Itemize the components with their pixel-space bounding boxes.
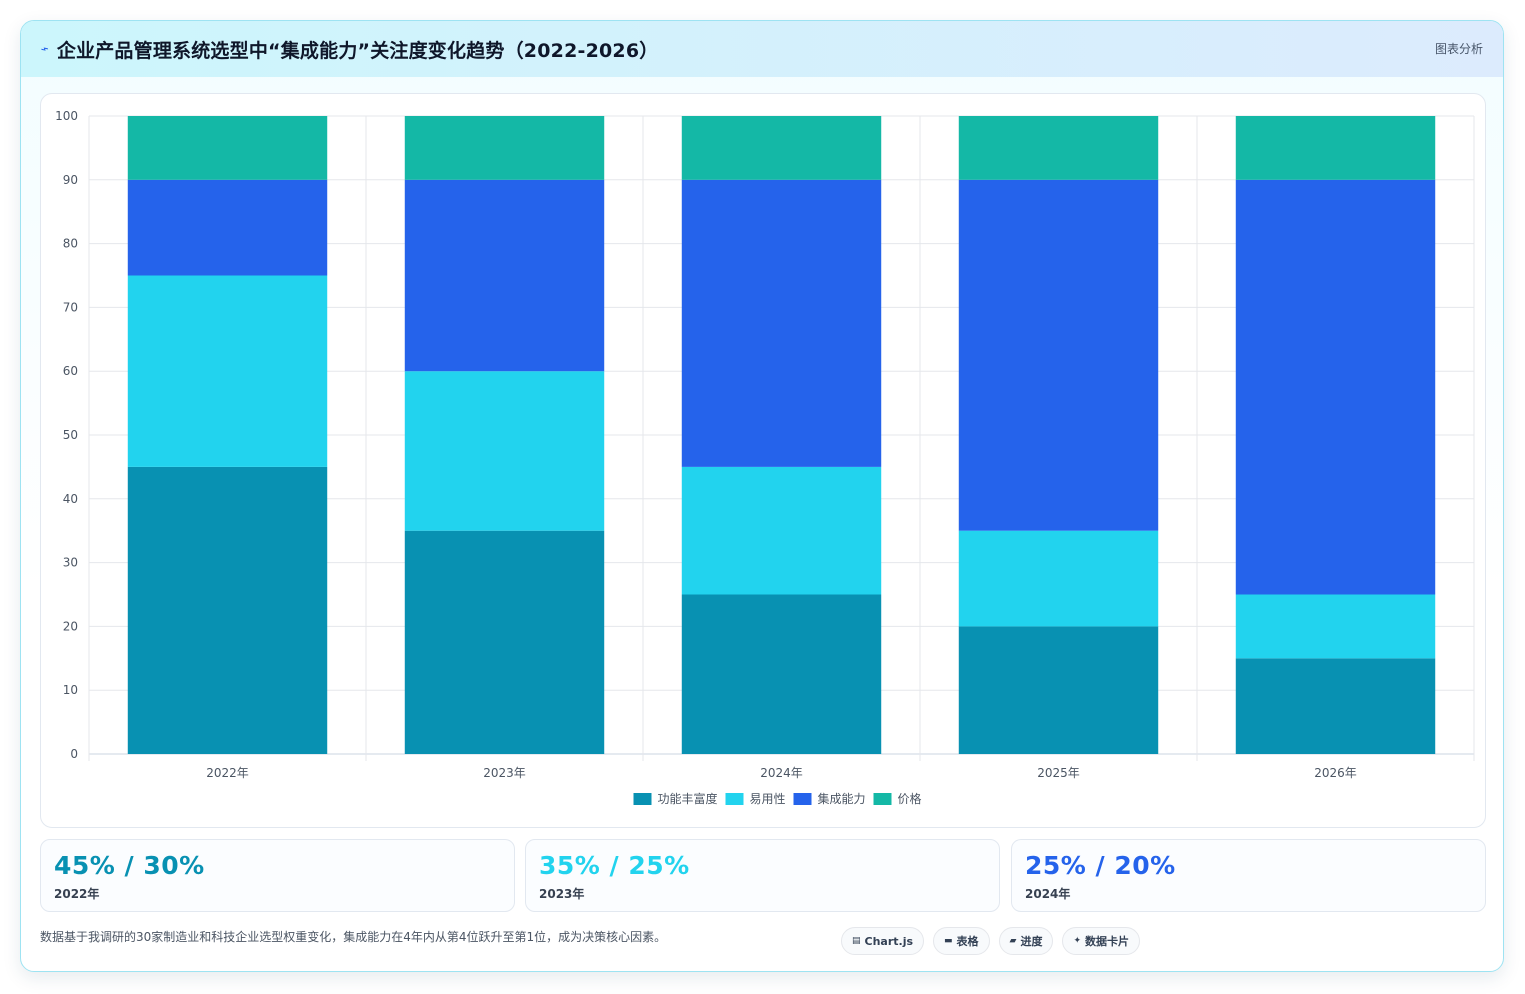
chart-card: ⌁ 企业产品管理系统选型中“集成能力”关注度变化趋势（2022-2026） 图表… — [20, 20, 1504, 972]
y-tick-label: 80 — [63, 237, 78, 251]
bar-segment — [958, 179, 1159, 531]
x-tick-label: 2022年 — [206, 766, 249, 780]
table-icon: ▬ — [944, 936, 953, 946]
bar-segment — [127, 275, 328, 467]
legend-label: 价格 — [898, 791, 922, 806]
stat-card: 25% / 20% 2024年 — [1011, 839, 1486, 912]
bar-segment — [1235, 594, 1436, 659]
bar-segment — [127, 179, 328, 276]
chip-chartjs[interactable]: ▤ Chart.js — [841, 927, 925, 955]
legend-label: 易用性 — [750, 792, 786, 806]
bar-segment — [681, 594, 882, 754]
stacked-bar-chart: 0 10 20 30 40 50 60 70 80 90 100 2022年 2023年 2024年 202… — [55, 109, 1475, 806]
y-tick-label: 10 — [63, 683, 78, 697]
y-tick-label: 60 — [63, 364, 78, 378]
chip-label: 表格 — [956, 935, 979, 948]
stat-value: 45% / 30% — [54, 851, 205, 880]
chart-icon: ▤ — [852, 936, 861, 946]
y-tick-label: 20 — [63, 619, 78, 633]
y-tick-label: 0 — [70, 747, 78, 761]
chip-table[interactable]: ▬ 表格 — [933, 927, 990, 955]
chip-label: Chart.js — [864, 934, 914, 948]
x-tick-label: 2025年 — [1037, 766, 1080, 780]
x-tick-label: 2026年 — [1314, 766, 1357, 780]
bar-segment — [127, 116, 328, 180]
bar-segment — [1235, 116, 1436, 180]
chip-label: 数据卡片 — [1085, 935, 1130, 948]
chip-progress[interactable]: ▰ 进度 — [998, 927, 1054, 955]
chart-panel: 0 10 20 30 40 50 60 70 80 90 100 2022年 2023年 2024年 202… — [40, 93, 1486, 828]
x-tick-label: 2024年 — [760, 766, 803, 780]
bar-segment — [958, 626, 1159, 754]
y-tick-label: 90 — [63, 173, 78, 187]
y-tick-label: 40 — [63, 492, 78, 506]
stat-label: 2022年 — [54, 887, 100, 901]
chart-trend-icon: ⌁ — [38, 40, 52, 58]
bar-segment — [404, 530, 605, 754]
legend-label: 集成能力 — [818, 791, 866, 806]
bar-segment — [681, 466, 882, 595]
bar-segment — [681, 116, 882, 180]
chart-title: 企业产品管理系统选型中“集成能力”关注度变化趋势（2022-2026） — [56, 39, 659, 62]
progress-icon: ▰ — [1009, 936, 1017, 946]
legend-swatch — [793, 793, 812, 805]
y-tick-label: 100 — [55, 109, 78, 123]
header-tag: 图表分析 — [1434, 42, 1483, 56]
legend-label: 功能丰富度 — [658, 791, 718, 806]
bar-segment — [1235, 179, 1436, 595]
bar-segment — [404, 179, 605, 372]
bar-segment — [404, 371, 605, 531]
y-tick-label: 50 — [63, 428, 78, 442]
card-icon: ✦ — [1073, 936, 1082, 946]
bar-segment — [681, 179, 882, 467]
y-tick-label: 30 — [63, 556, 78, 570]
chip-list: ▤ Chart.js ▬ 表格 ▰ 进度 ✦ 数据卡片 — [841, 927, 1149, 955]
chip-data-card[interactable]: ✦ 数据卡片 — [1062, 927, 1141, 955]
bar-segment — [958, 530, 1159, 627]
footer-note: 数据基于我调研的30家制造业和科技企业选型权重变化，集成能力在4年内从第4位跃升… — [40, 930, 667, 944]
bar-segment — [127, 466, 328, 754]
stat-label: 2024年 — [1025, 887, 1071, 901]
stats-row: 45% / 30% 2022年 35% / 25% 2023年 25% / 20… — [40, 839, 1486, 912]
bar-segment — [958, 116, 1159, 180]
stat-value: 35% / 25% — [539, 851, 690, 880]
x-tick-label: 2023年 — [483, 766, 526, 780]
stat-card: 45% / 30% 2022年 — [40, 839, 515, 912]
stat-card: 35% / 25% 2023年 — [525, 839, 1000, 912]
bar-segment — [404, 116, 605, 180]
y-tick-label: 70 — [63, 300, 78, 314]
bar-segment — [1235, 658, 1436, 754]
legend-swatch — [873, 793, 892, 805]
stat-label: 2023年 — [539, 887, 585, 901]
legend-swatch — [725, 793, 744, 805]
legend-swatch — [633, 793, 652, 805]
stat-value: 25% / 20% — [1025, 851, 1176, 880]
card-header: ⌁ 企业产品管理系统选型中“集成能力”关注度变化趋势（2022-2026） 图表… — [21, 21, 1503, 77]
chip-label: 进度 — [1020, 935, 1043, 948]
